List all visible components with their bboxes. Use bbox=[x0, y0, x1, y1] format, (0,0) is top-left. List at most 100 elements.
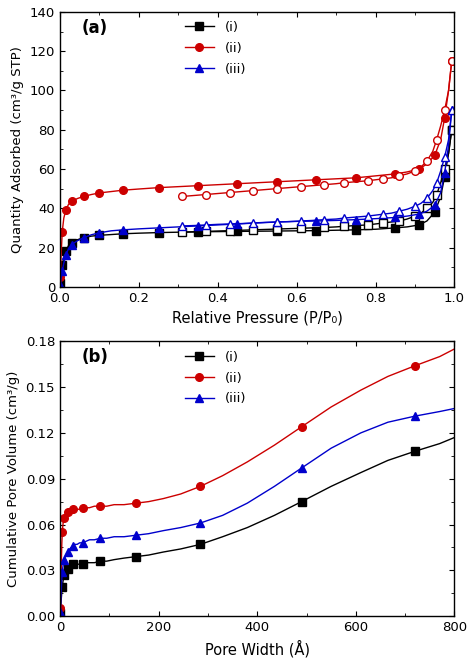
(i) bbox=[136, 229, 142, 237]
(i) bbox=[61, 576, 66, 584]
(ii) bbox=[161, 495, 166, 503]
(iii) bbox=[416, 210, 422, 218]
(iii) bbox=[75, 236, 81, 244]
(ii) bbox=[59, 539, 64, 547]
(ii) bbox=[81, 193, 86, 201]
(iii) bbox=[66, 244, 72, 252]
(iii) bbox=[438, 189, 444, 197]
(ii) bbox=[72, 505, 78, 513]
(i) bbox=[299, 497, 304, 505]
(i) bbox=[198, 540, 203, 548]
(ii) bbox=[58, 558, 64, 566]
(ii) bbox=[104, 502, 109, 510]
(iii) bbox=[81, 234, 86, 242]
(i) bbox=[63, 568, 69, 576]
(iii) bbox=[392, 214, 398, 222]
Y-axis label: Quantity Adsorbed (cm³/g STP): Quantity Adsorbed (cm³/g STP) bbox=[11, 46, 24, 253]
(ii) bbox=[438, 135, 444, 143]
(ii) bbox=[155, 184, 161, 192]
(iii) bbox=[87, 536, 92, 544]
(i) bbox=[60, 578, 66, 586]
(iii) bbox=[66, 546, 72, 554]
(ii) bbox=[358, 386, 364, 394]
(iii) bbox=[178, 524, 183, 532]
(iii) bbox=[424, 207, 430, 215]
(iii) bbox=[299, 464, 304, 472]
(i) bbox=[65, 565, 71, 573]
(ii) bbox=[146, 497, 152, 505]
(ii) bbox=[63, 511, 69, 519]
(i) bbox=[175, 228, 181, 236]
(iii) bbox=[274, 218, 280, 226]
(ii) bbox=[136, 185, 142, 193]
(ii) bbox=[58, 585, 64, 593]
(iii) bbox=[80, 539, 85, 547]
(iii) bbox=[97, 229, 102, 237]
(i) bbox=[446, 149, 451, 157]
(iii) bbox=[198, 519, 203, 527]
(ii) bbox=[313, 176, 319, 184]
(i) bbox=[412, 448, 418, 456]
(i) bbox=[452, 434, 457, 442]
(ii) bbox=[274, 178, 280, 186]
(iii) bbox=[442, 169, 447, 177]
(ii) bbox=[198, 482, 203, 490]
(ii) bbox=[328, 403, 334, 411]
(i) bbox=[66, 563, 72, 571]
(i) bbox=[442, 173, 447, 181]
Line: (i): (i) bbox=[56, 434, 458, 617]
(i) bbox=[57, 279, 63, 287]
(ii) bbox=[215, 181, 220, 189]
(iii) bbox=[373, 214, 378, 222]
(iii) bbox=[446, 141, 451, 149]
(ii) bbox=[120, 186, 126, 194]
(iii) bbox=[109, 227, 114, 235]
(ii) bbox=[70, 505, 75, 513]
(iii) bbox=[63, 252, 69, 260]
(iii) bbox=[452, 404, 457, 412]
(i) bbox=[255, 227, 260, 235]
(iii) bbox=[58, 275, 64, 283]
(iii) bbox=[61, 259, 67, 267]
(i) bbox=[358, 469, 364, 477]
(iii) bbox=[134, 531, 139, 539]
(i) bbox=[437, 440, 443, 448]
(i) bbox=[294, 227, 300, 235]
(i) bbox=[58, 271, 64, 279]
(iii) bbox=[62, 554, 68, 562]
(ii) bbox=[235, 180, 240, 188]
(i) bbox=[245, 524, 250, 532]
(ii) bbox=[299, 423, 304, 431]
(i) bbox=[121, 554, 127, 562]
(ii) bbox=[61, 516, 67, 524]
(ii) bbox=[68, 507, 74, 515]
(iii) bbox=[333, 216, 339, 224]
(i) bbox=[80, 560, 85, 568]
(ii) bbox=[66, 509, 72, 517]
(ii) bbox=[58, 254, 64, 262]
(iii) bbox=[412, 412, 418, 420]
(i) bbox=[146, 551, 152, 559]
Line: (iii): (iii) bbox=[56, 404, 458, 616]
(ii) bbox=[294, 177, 300, 185]
(ii) bbox=[61, 214, 67, 222]
(i) bbox=[195, 228, 201, 236]
(ii) bbox=[62, 515, 67, 523]
(i) bbox=[432, 208, 438, 216]
(i) bbox=[272, 511, 277, 519]
(iii) bbox=[69, 240, 74, 248]
(iii) bbox=[65, 548, 71, 556]
(i) bbox=[66, 242, 72, 250]
(i) bbox=[385, 456, 391, 464]
(iii) bbox=[155, 224, 161, 232]
(ii) bbox=[449, 57, 455, 65]
(ii) bbox=[255, 179, 260, 187]
(ii) bbox=[412, 362, 418, 370]
(ii) bbox=[424, 160, 430, 168]
(i) bbox=[438, 193, 444, 201]
(ii) bbox=[98, 502, 103, 510]
(i) bbox=[75, 236, 81, 244]
(i) bbox=[58, 602, 64, 610]
(iii) bbox=[449, 106, 455, 114]
(ii) bbox=[83, 504, 89, 512]
